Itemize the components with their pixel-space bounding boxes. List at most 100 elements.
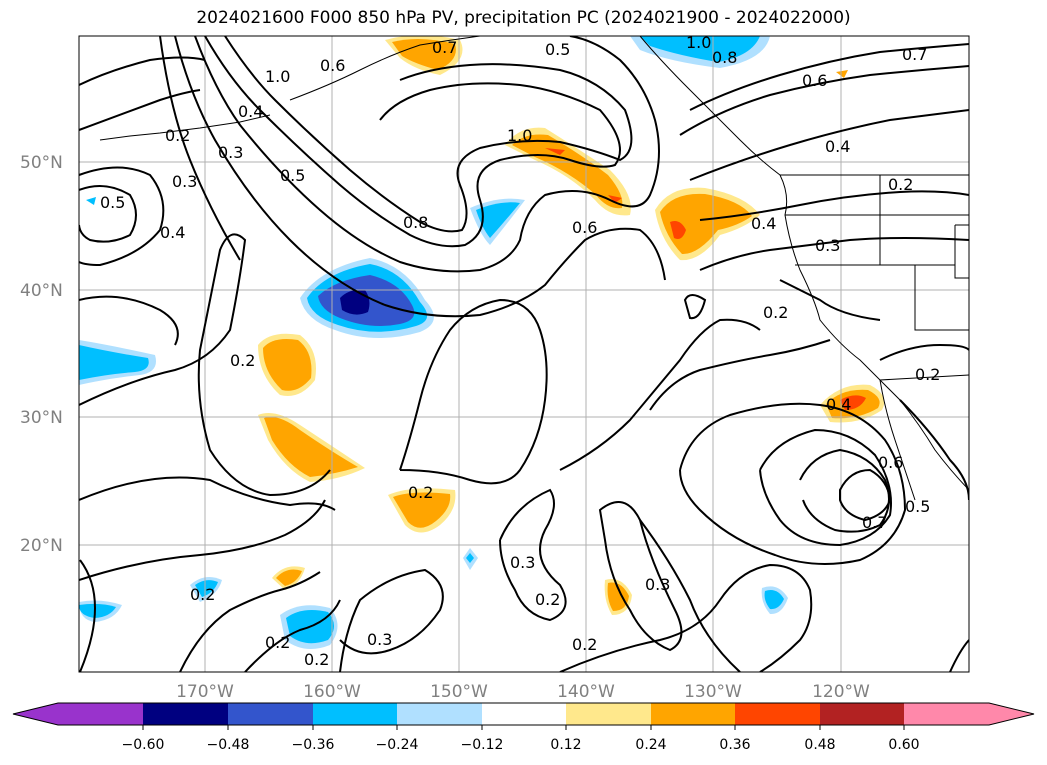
pv-contour xyxy=(949,639,969,672)
gridlines xyxy=(79,36,969,672)
pv-contour xyxy=(699,190,969,221)
pv-contour xyxy=(899,399,969,501)
contour-label: 0.5 xyxy=(545,40,570,59)
colorbar-segment xyxy=(143,703,228,725)
contour-label: 1.0 xyxy=(265,67,290,86)
pv-contour xyxy=(879,343,969,361)
lon-label-120w: 120°W xyxy=(812,682,870,702)
contour-label: 0.4 xyxy=(238,102,263,121)
contour-label: 0.3 xyxy=(367,630,392,649)
colorbar-tick-label: 0.60 xyxy=(888,737,919,753)
pv-contour xyxy=(559,318,761,471)
pv-contour xyxy=(699,237,969,271)
precip-patch xyxy=(660,193,752,255)
colorbar-tick-label: 0.12 xyxy=(550,737,581,753)
pv-contour xyxy=(649,339,831,411)
colorbar-tick-label: −0.60 xyxy=(122,737,165,753)
colorbar-extend-low xyxy=(13,703,58,725)
pv-contour xyxy=(339,568,444,672)
pv-contour xyxy=(759,428,892,547)
coastline-alaska xyxy=(289,36,481,101)
pv-contour xyxy=(79,233,331,497)
contour-label: 0.2 xyxy=(572,635,597,654)
contour-label: 0.2 xyxy=(165,126,190,145)
contour-label: 0.2 xyxy=(763,303,788,322)
pv-contour xyxy=(399,298,548,485)
precip-patch xyxy=(340,289,370,315)
contour-label: 0.4 xyxy=(160,223,185,242)
pv-contour xyxy=(79,476,336,511)
pv-contour xyxy=(79,295,179,346)
precip-patch xyxy=(264,416,358,477)
contour-label: 0.5 xyxy=(100,193,125,212)
contour-label: 0.8 xyxy=(403,213,428,232)
contour-label: 0.3 xyxy=(218,143,243,162)
colorbar-tick-label: −0.36 xyxy=(292,737,335,753)
precip-patch xyxy=(545,148,565,155)
precip-patch xyxy=(607,582,629,611)
contour-label: 0.3 xyxy=(815,236,840,255)
contour-label: 0.4 xyxy=(825,137,850,156)
colorbar-tick-label: −0.48 xyxy=(207,737,250,753)
precip-patch xyxy=(195,580,218,597)
precip-patch xyxy=(836,70,848,78)
pv-contour xyxy=(79,89,201,131)
colorbar-segment xyxy=(566,703,651,725)
pv-contour xyxy=(179,571,321,672)
contour-label: 0.7 xyxy=(432,38,457,57)
lon-label-170w: 170°W xyxy=(176,682,234,702)
colorbar-segment xyxy=(482,703,566,725)
contour-label: 0.3 xyxy=(645,575,670,594)
pv-contour xyxy=(689,43,969,111)
contour-label: 0.2 xyxy=(915,365,940,384)
map-frame xyxy=(78,35,970,673)
precip-patch xyxy=(840,395,866,410)
colorbar-segment xyxy=(228,703,313,725)
pv-contour xyxy=(499,488,567,622)
colorbar-segment xyxy=(58,703,143,725)
pv-contour xyxy=(204,36,621,248)
lon-labels: 170°W 160°W 150°W 140°W 130°W 120°W xyxy=(176,682,870,702)
lat-label-40n: 40°N xyxy=(20,281,63,301)
map-panel: 1.0 0.7 0.5 1.0 0.8 0.6 0.7 0.2 0.3 0.5 … xyxy=(79,36,969,672)
lat-label-50n: 50°N xyxy=(20,153,63,173)
border-us-mexico xyxy=(879,374,969,381)
colorbar-tick-label: −0.24 xyxy=(376,737,419,753)
precip-patch xyxy=(392,38,456,70)
contour-label: 0.4 xyxy=(826,395,851,414)
precip-patch xyxy=(640,36,760,62)
lon-label-140w: 140°W xyxy=(557,682,615,702)
precip-patch xyxy=(79,345,149,380)
contour-label: 0.6 xyxy=(878,453,903,472)
pv-contour xyxy=(598,501,683,652)
colorbar-ticks xyxy=(142,725,905,730)
pv-contour xyxy=(79,56,206,86)
contour-label: 0.3 xyxy=(510,553,535,572)
precip-patch xyxy=(79,603,116,618)
pv-contour xyxy=(79,499,326,581)
contour-label: 1.0 xyxy=(507,126,532,145)
pv-contour xyxy=(224,36,633,233)
pv-contours xyxy=(79,36,969,672)
contour-label: 0.4 xyxy=(751,214,776,233)
precip-patch xyxy=(466,553,474,563)
precip-patch xyxy=(276,569,302,586)
precip-patch xyxy=(512,134,623,209)
colorbar-segment xyxy=(904,703,989,725)
contour-label: 0.5 xyxy=(905,497,930,516)
border-state xyxy=(914,265,969,331)
precip-patch xyxy=(476,202,520,238)
contour-label: 0.8 xyxy=(712,48,737,67)
pv-contour xyxy=(194,36,660,273)
contour-label: 0.2 xyxy=(304,650,329,669)
pv-contour xyxy=(559,563,813,672)
contour-label: 0.5 xyxy=(280,166,305,185)
colorbar-segment xyxy=(313,703,397,725)
colorbar-extend-high xyxy=(989,703,1034,725)
contour-label: 0.2 xyxy=(265,633,290,652)
colorbar-tick-label: 0.24 xyxy=(635,737,666,753)
contour-label: 0.7 xyxy=(902,45,927,64)
contour-label: 0.2 xyxy=(408,483,433,502)
lat-label-20n: 20°N xyxy=(20,536,63,556)
pv-contour xyxy=(779,279,881,321)
